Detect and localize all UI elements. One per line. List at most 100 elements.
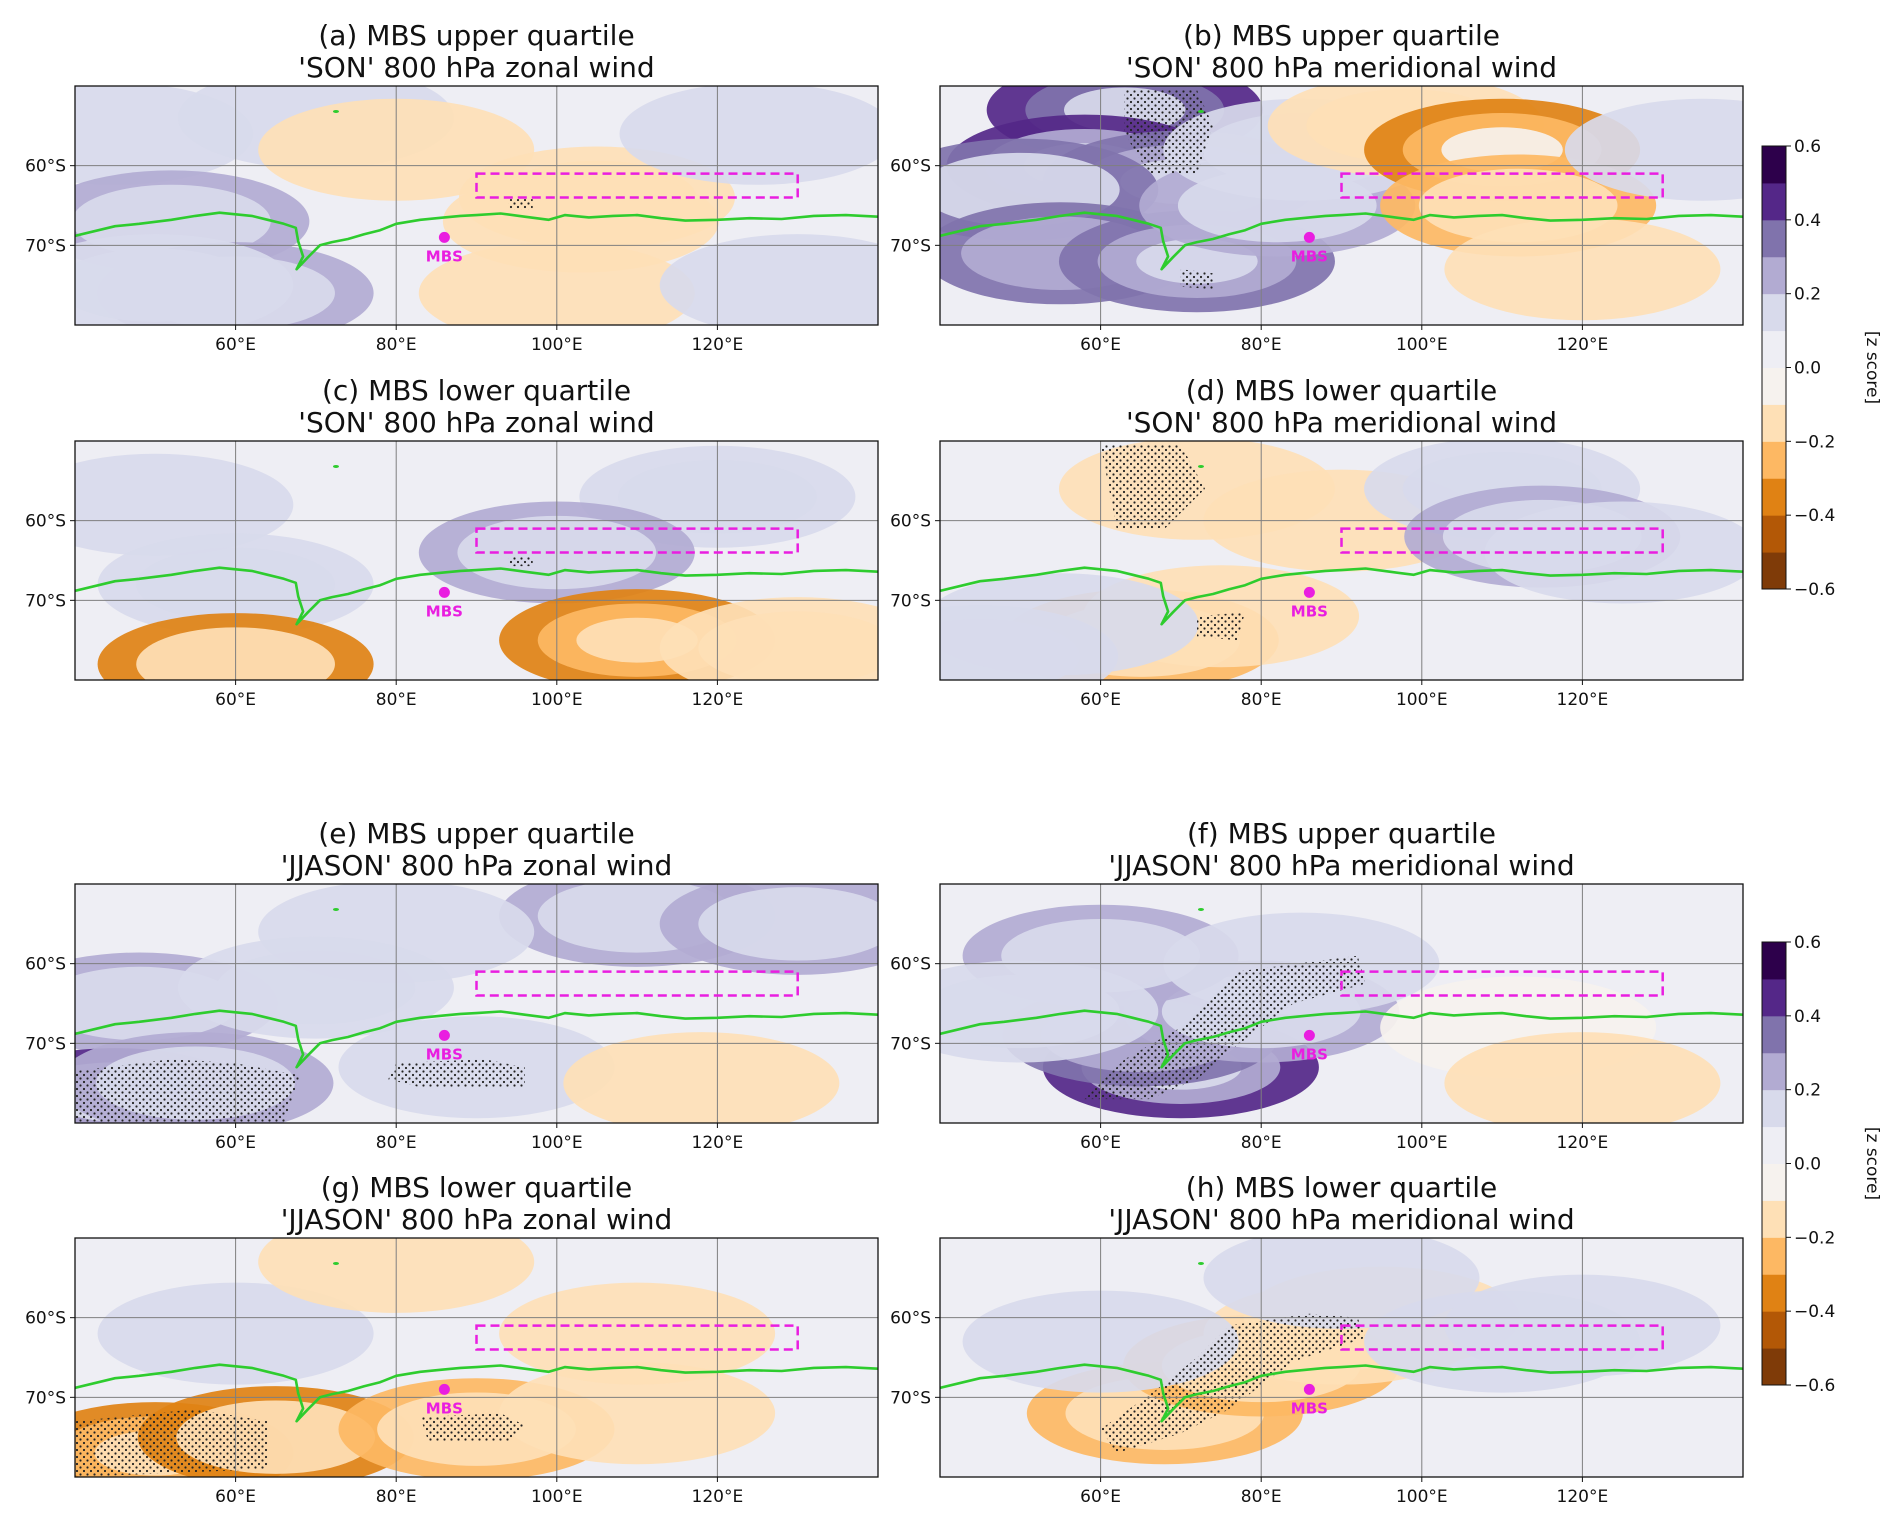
colorbar-segment	[1762, 1163, 1786, 1201]
lon-tick-label: 80°E	[376, 690, 417, 710]
lon-tick-label: 80°E	[376, 335, 417, 355]
significance-stipple	[75, 1409, 268, 1477]
colorbar-segment	[1762, 1089, 1786, 1128]
lon-tick-label: 120°E	[692, 1133, 744, 1153]
lat-tick-label: 60°S	[25, 157, 66, 177]
panel-title-line2: 'JJASON' 800 hPa zonal wind	[281, 849, 673, 882]
significance-stipple	[508, 199, 533, 210]
colorbar-label: [z score]	[1862, 331, 1882, 404]
station-marker	[1303, 1383, 1315, 1395]
colorbar-tick-label: 0.2	[1794, 285, 1821, 305]
lon-tick-label: 120°E	[1557, 1487, 1609, 1507]
panel-title-line2: 'SON' 800 hPa zonal wind	[298, 406, 654, 439]
significance-stipple	[1100, 1313, 1366, 1454]
lon-tick-label: 100°E	[1396, 690, 1448, 710]
lat-tick-label: 70°S	[890, 236, 931, 256]
region-box	[1340, 527, 1664, 554]
colorbar-segment	[1762, 1200, 1786, 1238]
contour-blob	[619, 86, 878, 185]
significance-stipple	[75, 1059, 300, 1123]
station-marker	[1303, 586, 1315, 598]
lat-tick-label: 70°S	[25, 236, 66, 256]
map-frame	[939, 883, 1744, 1124]
region-box	[1340, 1324, 1664, 1351]
colorbar-tick-label: 0.2	[1794, 1081, 1821, 1101]
lat-tick-label: 70°S	[25, 1388, 66, 1408]
colorbar-tick-label: 0.6	[1794, 137, 1821, 157]
colorbar-tick-label: −0.2	[1794, 1228, 1835, 1248]
map-area	[75, 86, 878, 325]
station-label: MBS	[1291, 602, 1328, 620]
station-label: MBS	[1291, 247, 1328, 265]
panel-f: (f) MBS upper quartile'JJASON' 800 hPa m…	[890, 817, 1744, 1153]
station-label: MBS	[426, 247, 463, 265]
region-box	[475, 1324, 799, 1351]
island	[332, 464, 339, 468]
colorbar-tick-label: −0.4	[1794, 1302, 1835, 1322]
significance-stipple	[420, 1413, 525, 1442]
colorbar-segment	[1762, 552, 1786, 590]
panel-title-line2: 'JJASON' 800 hPa zonal wind	[281, 1203, 673, 1236]
contour-blob	[659, 234, 878, 325]
panel-b: (b) MBS upper quartile'SON' 800 hPa meri…	[890, 19, 1744, 355]
lat-tick-label: 60°S	[890, 1309, 931, 1329]
colorbar-tick-label: −0.2	[1794, 432, 1835, 452]
significance-stipple	[1100, 445, 1205, 529]
contour-blob	[698, 887, 878, 961]
station-marker	[1303, 231, 1315, 243]
region-box	[475, 527, 799, 554]
significance-stipple	[388, 1059, 525, 1088]
lon-tick-label: 100°E	[1396, 1133, 1448, 1153]
island	[1197, 109, 1204, 113]
region-box	[475, 172, 799, 199]
panel-title-line2: 'SON' 800 hPa meridional wind	[1126, 51, 1557, 84]
contour-blob	[940, 573, 1199, 676]
colorbar-tick-label: 0.0	[1794, 1155, 1821, 1175]
map-frame	[939, 1237, 1744, 1478]
lon-tick-label: 80°E	[376, 1487, 417, 1507]
significance-stipple	[1084, 955, 1366, 1100]
coastline	[940, 1009, 1743, 1069]
panel-title-line1: (c) MBS lower quartile	[322, 374, 631, 407]
coastline	[75, 1009, 878, 1069]
lat-tick-label: 60°S	[25, 512, 66, 532]
lon-tick-label: 100°E	[531, 690, 583, 710]
colorbar-segment	[1762, 219, 1786, 258]
station-label: MBS	[426, 602, 463, 620]
colorbar-tick-label: −0.6	[1794, 1376, 1835, 1396]
colorbar-segment	[1762, 1237, 1786, 1275]
colorbar-segment	[1762, 478, 1786, 516]
significance-stipple	[1180, 269, 1213, 290]
contour-blob	[75, 453, 294, 556]
lon-tick-label: 60°E	[1080, 1133, 1121, 1153]
contour-blob	[1203, 1238, 1480, 1329]
lon-tick-label: 60°E	[215, 335, 256, 355]
colorbar-segment	[1762, 441, 1786, 479]
contour-blob	[698, 611, 878, 680]
contour-blob	[216, 950, 416, 1025]
map-frame	[74, 440, 879, 681]
colorbar-tick-label: 0.6	[1794, 933, 1821, 953]
panel-title-line1: (g) MBS lower quartile	[321, 1171, 632, 1204]
contour-blob	[499, 1282, 776, 1385]
panel-title-line2: 'JJASON' 800 hPa meridional wind	[1108, 849, 1574, 882]
colorbar-segment	[1762, 367, 1786, 405]
colorbar-segment	[1762, 1311, 1786, 1349]
panel-c: (c) MBS lower quartile'SON' 800 hPa zona…	[25, 374, 879, 710]
lon-tick-label: 60°E	[1080, 335, 1121, 355]
colorbar-segment	[1762, 256, 1786, 295]
colorbar-1: 0.6 0.4 0.2 0.0 −0.2 −0.4 −0.6 [z score]	[1761, 137, 1882, 600]
lon-tick-label: 100°E	[531, 335, 583, 355]
colorbar-segment	[1762, 942, 1786, 980]
map-area	[75, 1238, 878, 1477]
station-marker	[438, 231, 450, 243]
colorbar-segment	[1762, 146, 1786, 184]
contour-blob	[75, 248, 255, 322]
colorbar-segment	[1762, 515, 1786, 553]
significance-stipple	[508, 556, 533, 567]
lat-tick-label: 70°S	[890, 1034, 931, 1054]
lon-tick-label: 60°E	[215, 1487, 256, 1507]
region-box	[475, 970, 799, 997]
island	[1197, 907, 1204, 911]
lon-tick-label: 120°E	[1557, 335, 1609, 355]
